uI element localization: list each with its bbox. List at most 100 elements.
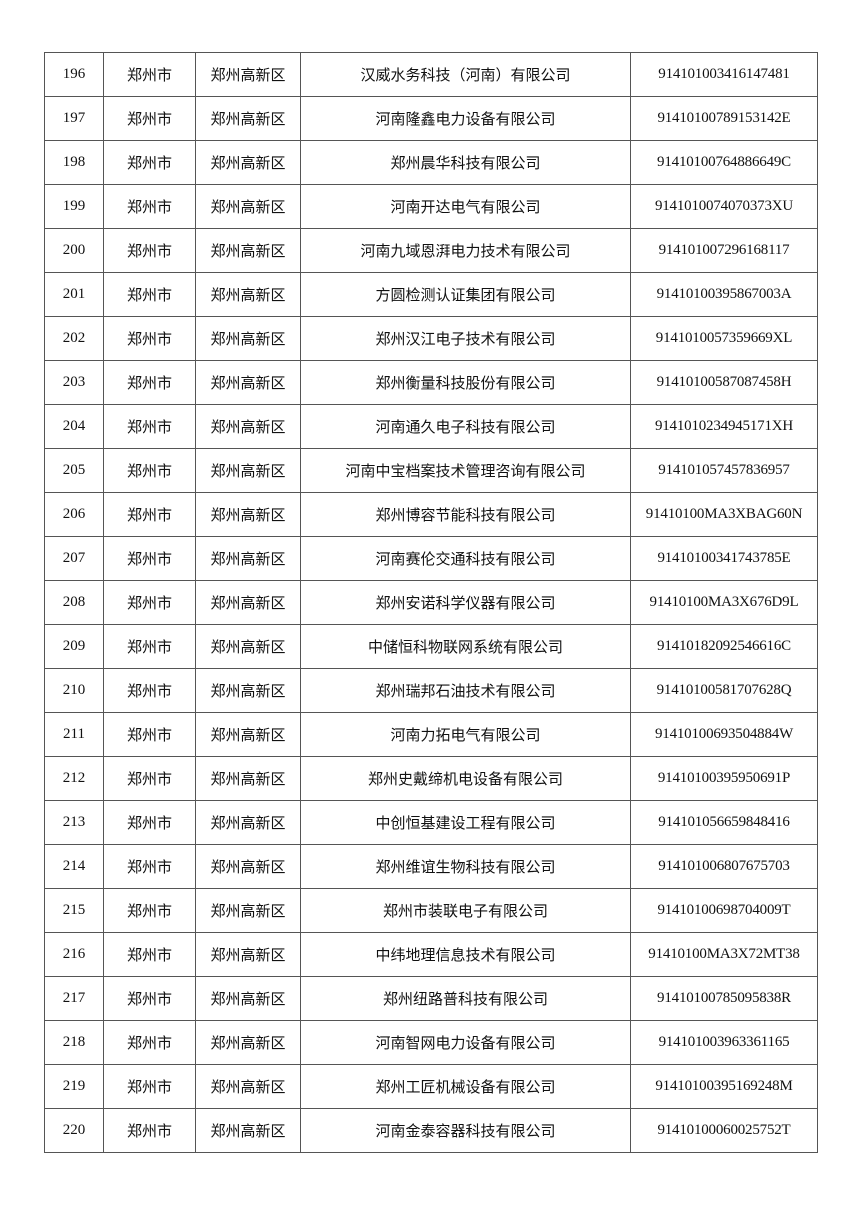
company-name-cell: 郑州史戴缔机电设备有限公司 xyxy=(300,756,631,801)
credit-code-cell: 914101056659848416 xyxy=(630,800,818,845)
company-name-cell: 河南金泰容器科技有限公司 xyxy=(300,1108,631,1153)
company-name-cell: 郑州汉江电子技术有限公司 xyxy=(300,316,631,361)
city-cell: 郑州市 xyxy=(103,404,196,449)
row-number: 217 xyxy=(44,976,104,1021)
district-cell: 郑州高新区 xyxy=(195,756,301,801)
city-cell: 郑州市 xyxy=(103,272,196,317)
district-cell: 郑州高新区 xyxy=(195,668,301,713)
table-row: 205 郑州市 郑州高新区 河南中宝档案技术管理咨询有限公司 9141010574578… xyxy=(44,448,818,493)
table-row: 196 郑州市 郑州高新区 汉威水务科技（河南）有限公司 914101003416147… xyxy=(44,52,818,97)
city-cell: 郑州市 xyxy=(103,932,196,977)
company-name-cell: 河南九域恩湃电力技术有限公司 xyxy=(300,228,631,273)
row-number: 202 xyxy=(44,316,104,361)
company-name-cell: 河南赛伦交通科技有限公司 xyxy=(300,536,631,581)
row-number: 218 xyxy=(44,1020,104,1065)
company-name-cell: 郑州安诺科学仪器有限公司 xyxy=(300,580,631,625)
credit-code-cell: 91410100395867003A xyxy=(630,272,818,317)
company-name-cell: 郑州维谊生物科技有限公司 xyxy=(300,844,631,889)
company-name-cell: 郑州市装联电子有限公司 xyxy=(300,888,631,933)
city-cell: 郑州市 xyxy=(103,184,196,229)
city-cell: 郑州市 xyxy=(103,668,196,713)
company-name-cell: 中储恒科物联网系统有限公司 xyxy=(300,624,631,669)
credit-code-cell: 914101006807675703 xyxy=(630,844,818,889)
district-cell: 郑州高新区 xyxy=(195,52,301,97)
company-list-table: 196 郑州市 郑州高新区 汉威水务科技（河南）有限公司 914101003416147… xyxy=(44,52,818,1153)
table-row: 211 郑州市 郑州高新区 河南力拓电气有限公司 91410100693504884W xyxy=(44,712,818,757)
row-number: 213 xyxy=(44,800,104,845)
district-cell: 郑州高新区 xyxy=(195,712,301,757)
district-cell: 郑州高新区 xyxy=(195,184,301,229)
row-number: 204 xyxy=(44,404,104,449)
row-number: 214 xyxy=(44,844,104,889)
credit-code-cell: 9141010057359669XL xyxy=(630,316,818,361)
table-row: 200 郑州市 郑州高新区 河南九域恩湃电力技术有限公司 914101007296168… xyxy=(44,228,818,273)
row-number: 196 xyxy=(44,52,104,97)
table-row: 218 郑州市 郑州高新区 河南智网电力设备有限公司 91410100396336116… xyxy=(44,1020,818,1065)
city-cell: 郑州市 xyxy=(103,580,196,625)
district-cell: 郑州高新区 xyxy=(195,404,301,449)
credit-code-cell: 91410100395950691P xyxy=(630,756,818,801)
row-number: 219 xyxy=(44,1064,104,1109)
district-cell: 郑州高新区 xyxy=(195,932,301,977)
city-cell: 郑州市 xyxy=(103,1064,196,1109)
district-cell: 郑州高新区 xyxy=(195,888,301,933)
district-cell: 郑州高新区 xyxy=(195,96,301,141)
district-cell: 郑州高新区 xyxy=(195,1108,301,1153)
table-row: 199 郑州市 郑州高新区 河南开达电气有限公司 9141010074070373XU xyxy=(44,184,818,229)
table-row: 220 郑州市 郑州高新区 河南金泰容器科技有限公司 91410100060025752… xyxy=(44,1108,818,1153)
credit-code-cell: 91410100060025752T xyxy=(630,1108,818,1153)
city-cell: 郑州市 xyxy=(103,52,196,97)
credit-code-cell: 91410100581707628Q xyxy=(630,668,818,713)
company-name-cell: 郑州瑞邦石油技术有限公司 xyxy=(300,668,631,713)
row-number: 205 xyxy=(44,448,104,493)
company-name-cell: 郑州衡量科技股份有限公司 xyxy=(300,360,631,405)
district-cell: 郑州高新区 xyxy=(195,316,301,361)
credit-code-cell: 91410100MA3X72MT38 xyxy=(630,932,818,977)
table-row: 215 郑州市 郑州高新区 郑州市装联电子有限公司 91410100698704009T xyxy=(44,888,818,933)
credit-code-cell: 91410100764886649C xyxy=(630,140,818,185)
row-number: 215 xyxy=(44,888,104,933)
credit-code-cell: 914101007296168117 xyxy=(630,228,818,273)
table-row: 201 郑州市 郑州高新区 方圆检测认证集团有限公司 91410100395867003… xyxy=(44,272,818,317)
row-number: 201 xyxy=(44,272,104,317)
city-cell: 郑州市 xyxy=(103,360,196,405)
district-cell: 郑州高新区 xyxy=(195,272,301,317)
credit-code-cell: 91410100693504884W xyxy=(630,712,818,757)
city-cell: 郑州市 xyxy=(103,1020,196,1065)
credit-code-cell: 91410100785095838R xyxy=(630,976,818,1021)
table-row: 208 郑州市 郑州高新区 郑州安诺科学仪器有限公司 91410100MA3X676D9… xyxy=(44,580,818,625)
company-name-cell: 郑州博容节能科技有限公司 xyxy=(300,492,631,537)
city-cell: 郑州市 xyxy=(103,800,196,845)
table-row: 216 郑州市 郑州高新区 中纬地理信息技术有限公司 91410100MA3X72MT3… xyxy=(44,932,818,977)
credit-code-cell: 91410100395169248M xyxy=(630,1064,818,1109)
city-cell: 郑州市 xyxy=(103,712,196,757)
city-cell: 郑州市 xyxy=(103,1108,196,1153)
district-cell: 郑州高新区 xyxy=(195,492,301,537)
company-name-cell: 河南开达电气有限公司 xyxy=(300,184,631,229)
district-cell: 郑州高新区 xyxy=(195,580,301,625)
row-number: 206 xyxy=(44,492,104,537)
credit-code-cell: 91410100789153142E xyxy=(630,96,818,141)
company-name-cell: 方圆检测认证集团有限公司 xyxy=(300,272,631,317)
city-cell: 郑州市 xyxy=(103,492,196,537)
row-number: 203 xyxy=(44,360,104,405)
credit-code-cell: 914101003963361165 xyxy=(630,1020,818,1065)
table-row: 214 郑州市 郑州高新区 郑州维谊生物科技有限公司 91410100680767570… xyxy=(44,844,818,889)
company-name-cell: 郑州工匠机械设备有限公司 xyxy=(300,1064,631,1109)
city-cell: 郑州市 xyxy=(103,624,196,669)
credit-code-cell: 9141010234945171XH xyxy=(630,404,818,449)
city-cell: 郑州市 xyxy=(103,756,196,801)
row-number: 216 xyxy=(44,932,104,977)
table-body: 196 郑州市 郑州高新区 汉威水务科技（河南）有限公司 914101003416147… xyxy=(44,52,818,1153)
district-cell: 郑州高新区 xyxy=(195,140,301,185)
credit-code-cell: 91410100341743785E xyxy=(630,536,818,581)
district-cell: 郑州高新区 xyxy=(195,1064,301,1109)
row-number: 198 xyxy=(44,140,104,185)
district-cell: 郑州高新区 xyxy=(195,1020,301,1065)
table-row: 207 郑州市 郑州高新区 河南赛伦交通科技有限公司 91410100341743785… xyxy=(44,536,818,581)
district-cell: 郑州高新区 xyxy=(195,360,301,405)
table-row: 203 郑州市 郑州高新区 郑州衡量科技股份有限公司 91410100587087458… xyxy=(44,360,818,405)
city-cell: 郑州市 xyxy=(103,140,196,185)
row-number: 211 xyxy=(44,712,104,757)
credit-code-cell: 914101057457836957 xyxy=(630,448,818,493)
